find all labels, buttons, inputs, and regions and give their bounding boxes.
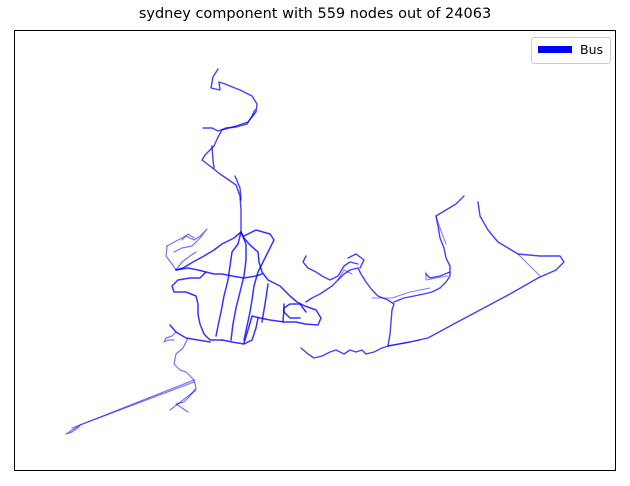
bus-route-north-spine [201, 68, 258, 233]
bus-route-east-thin [337, 215, 541, 347]
bus-route-west [65, 228, 208, 435]
map-title: sydney component with 559 nodes out of 2… [138, 6, 492, 22]
bus-route-central [169, 229, 322, 345]
legend-bus-swatch [538, 46, 572, 53]
legend-bus-label: Bus [580, 42, 604, 57]
map-plot-area [14, 30, 616, 471]
map-legend: Bus [531, 37, 611, 64]
bus-route-east [300, 195, 565, 359]
